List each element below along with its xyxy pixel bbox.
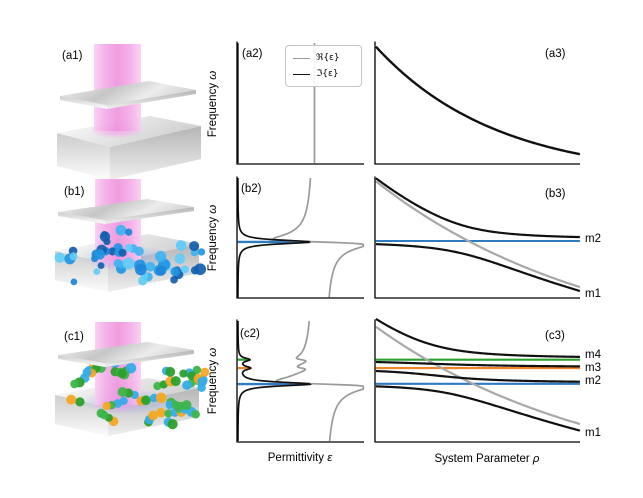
mode-label-b3-m1: m1 <box>585 288 601 300</box>
legend-line-imag-icon <box>293 73 310 75</box>
rho-symbol: ρ <box>532 453 540 465</box>
legend-row-imag: ℑ{ε} <box>293 66 361 82</box>
x-axis-label-text: Permittivity <box>267 452 324 464</box>
panel-label-b2: (b2) <box>241 183 262 195</box>
panel-label-c1: (c1) <box>64 331 84 343</box>
mode-label-c3-m4: m4 <box>585 349 601 361</box>
omega-symbol: ω <box>207 70 219 80</box>
omega-symbol: ω <box>207 347 219 357</box>
mode-label-c3-m2: m2 <box>585 375 601 387</box>
x-axis-label-permittivity: Permittivity ε <box>268 452 333 464</box>
y-axis-label-frequency-row-c: Frequency ω <box>207 348 219 415</box>
legend-row-real: ℜ{ε} <box>293 50 361 66</box>
panel-label-a2: (a2) <box>242 48 263 60</box>
mode-label-b3-m2: m2 <box>585 233 601 245</box>
y-axis-label-text: Frequency <box>207 82 219 138</box>
omega-symbol: ω <box>207 204 219 214</box>
mode-label-c3-m3: m3 <box>585 362 601 374</box>
y-axis-label-frequency-row-b: Frequency ω <box>207 205 219 272</box>
y-axis-label-text: Frequency <box>207 359 219 415</box>
panel-label-c2: (c2) <box>240 328 260 340</box>
mode-label-c3-m1: m1 <box>585 427 601 439</box>
panel-label-b1: (b1) <box>64 186 85 198</box>
x-axis-label-system-parameter: System Parameter ρ <box>434 453 539 465</box>
legend-line-real-icon <box>293 57 310 59</box>
panel-label-a1: (a1) <box>62 50 83 62</box>
panel-label-b3: (b3) <box>545 188 566 200</box>
epsilon-symbol: ε <box>327 452 333 464</box>
y-axis-label-text: Frequency <box>207 216 219 272</box>
panel-label-c3: (c3) <box>545 330 565 342</box>
panel-label-a3: (a3) <box>545 48 566 60</box>
legend-label-real: ℜ{ε} <box>316 53 340 63</box>
x-axis-label-text: System Parameter <box>434 453 530 465</box>
y-axis-label-frequency-row-a: Frequency ω <box>207 71 219 138</box>
legend-label-imag: ℑ{ε} <box>316 69 339 79</box>
legend: ℜ{ε} ℑ{ε} <box>285 45 362 87</box>
